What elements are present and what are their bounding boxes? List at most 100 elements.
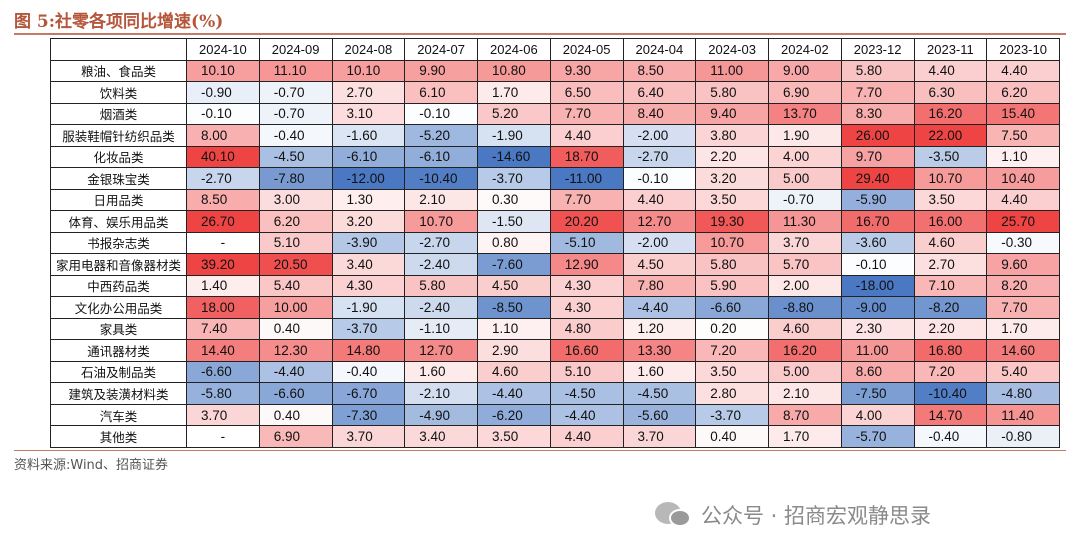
heat-cell: 2.70 — [331, 81, 406, 104]
heat-cell: -1.90 — [477, 124, 551, 147]
heat-cell: 1.10 — [986, 145, 1060, 169]
heat-cell: -3.70 — [695, 403, 769, 427]
row-label: 服装鞋帽针纺织品类 — [50, 124, 187, 147]
heat-cell: 16.00 — [913, 210, 988, 233]
heat-cell: -1.60 — [331, 124, 406, 147]
heat-cell: 8.40 — [622, 102, 697, 126]
heat-cell: 25.70 — [986, 210, 1060, 233]
heat-cell: 4.40 — [913, 59, 988, 83]
heat-cell: -0.10 — [186, 102, 260, 126]
heat-cell: -1.50 — [477, 210, 551, 233]
heat-cell: 6.30 — [913, 81, 988, 104]
row-label: 体育、娱乐用品类 — [50, 210, 187, 233]
heat-cell: -0.70 — [258, 81, 333, 104]
heat-cell: 8.50 — [186, 188, 260, 212]
heat-cell: 5.00 — [768, 360, 842, 384]
heat-cell: 10.10 — [186, 59, 260, 83]
row-label: 中西药品类 — [50, 274, 187, 298]
heat-cell: 2.10 — [404, 188, 478, 212]
watermark: 公众号 · 招商宏观静思录 — [655, 500, 931, 530]
heat-cell: 8.50 — [622, 59, 697, 83]
heat-cell: 4.00 — [768, 145, 842, 169]
heat-cell: 11.10 — [258, 59, 333, 83]
heat-cell: - — [186, 425, 260, 448]
heat-cell: 2.20 — [913, 317, 988, 341]
heat-cell: 6.90 — [258, 425, 333, 448]
heat-cell: 4.30 — [331, 274, 406, 298]
heat-cell: -2.40 — [404, 296, 478, 319]
heat-cell: -6.20 — [477, 403, 551, 427]
heat-cell: -10.40 — [913, 382, 988, 405]
heat-cell: -8.80 — [768, 296, 842, 319]
heat-cell: 3.50 — [913, 188, 988, 212]
heat-cell: -2.10 — [404, 382, 478, 405]
row-label: 其他类 — [50, 425, 187, 448]
heat-cell: -7.30 — [331, 403, 406, 427]
heat-cell: 4.60 — [477, 360, 551, 384]
heat-cell: 1.70 — [768, 425, 842, 448]
heat-cell: -0.40 — [331, 360, 406, 384]
heat-cell: 7.80 — [622, 274, 697, 298]
heat-cell: -4.50 — [549, 382, 624, 405]
row-label: 金银珠宝类 — [50, 167, 187, 190]
heat-cell: 6.10 — [404, 81, 478, 104]
heat-cell: 10.40 — [986, 167, 1060, 190]
heat-cell: -9.00 — [840, 296, 915, 319]
heat-cell: -4.50 — [622, 382, 697, 405]
table-row: 饮料类 -0.90 -0.70 2.70 6.10 1.70 6.50 6.40 5.80 6.9… — [50, 81, 1060, 104]
column-header: 2024-03 — [695, 38, 769, 61]
heat-cell: 26.70 — [186, 210, 260, 233]
heat-cell: 14.80 — [331, 339, 406, 362]
heat-cell: 16.70 — [840, 210, 915, 233]
heat-cell: 7.70 — [840, 81, 915, 104]
heat-cell: -18.00 — [840, 274, 915, 298]
heat-cell: 1.70 — [986, 317, 1060, 341]
table-row: 通讯器材类 14.40 12.30 14.80 12.70 2.90 16.60 13.30 7… — [50, 339, 1060, 362]
table-row: 烟酒类 -0.10 -0.70 3.10 -0.10 5.20 7.70 8.40 9.40 13… — [50, 102, 1060, 126]
heat-cell: 19.30 — [695, 210, 769, 233]
heat-cell: 4.60 — [913, 231, 988, 255]
row-label: 烟酒类 — [50, 102, 187, 126]
heat-cell: 5.80 — [840, 59, 915, 83]
heat-cell: -4.40 — [549, 403, 624, 427]
heat-cell: 4.40 — [622, 188, 697, 212]
heat-cell: -0.40 — [258, 124, 333, 147]
heat-cell: 7.70 — [986, 296, 1060, 319]
heat-cell: 4.30 — [549, 296, 624, 319]
heat-cell: 4.40 — [986, 188, 1060, 212]
heat-cell: 3.00 — [258, 188, 333, 212]
heat-cell: 0.80 — [477, 231, 551, 255]
heat-cell: -4.50 — [258, 145, 333, 169]
heat-cell: -3.70 — [477, 167, 551, 190]
heat-cell: -2.00 — [622, 231, 697, 255]
heat-cell: 7.40 — [186, 317, 260, 341]
heat-cell: 1.10 — [477, 317, 551, 341]
table-row: 文化办公用品类 18.00 10.00 -1.90 -2.40 -8.50 4.30 -4.4… — [50, 296, 1060, 319]
heat-cell: 9.30 — [549, 59, 624, 83]
row-label: 家用电器和音像器材类 — [50, 253, 187, 276]
heat-cell: -0.10 — [840, 253, 915, 276]
heat-cell: 3.40 — [404, 425, 478, 448]
heat-cell: 16.80 — [913, 339, 988, 362]
heat-cell: 3.70 — [768, 231, 842, 255]
table-row: 石油及制品类 -6.60 -4.40 -0.40 1.60 4.60 5.10 1.60 3.5… — [50, 360, 1060, 384]
heat-cell: 3.50 — [477, 425, 551, 448]
row-label: 文化办公用品类 — [50, 296, 187, 319]
heat-cell: 29.40 — [840, 167, 915, 190]
table-row: 服装鞋帽针纺织品类 8.00 -0.40 -1.60 -5.20 -1.90 4.40 -2.… — [50, 124, 1060, 147]
heat-cell: 10.80 — [477, 59, 551, 83]
heat-cell: 2.00 — [768, 274, 842, 298]
heat-cell: 2.30 — [840, 317, 915, 341]
row-label: 粮油、食品类 — [50, 59, 187, 83]
heat-cell: 7.50 — [986, 124, 1060, 147]
heat-cell: 13.70 — [768, 102, 842, 126]
title-rule — [14, 33, 1066, 35]
heat-cell: 4.30 — [549, 274, 624, 298]
table-row: 日用品类 8.50 3.00 1.30 2.10 0.30 7.70 4.40 3.50 -0.7… — [50, 188, 1060, 212]
heat-cell: - — [186, 231, 260, 255]
heat-cell: 3.20 — [695, 167, 769, 190]
heat-cell: 3.70 — [331, 425, 406, 448]
table-row: 汽车类 3.70 0.40 -7.30 -4.90 -6.20 -4.40 -5.60 -3.7… — [50, 403, 1060, 427]
heat-cell: -4.80 — [986, 382, 1060, 405]
heat-cell: -8.50 — [477, 296, 551, 319]
